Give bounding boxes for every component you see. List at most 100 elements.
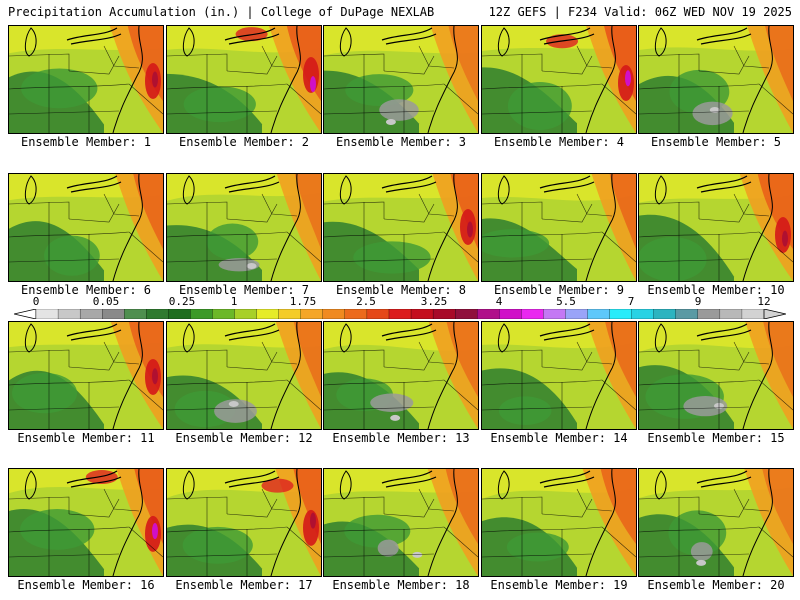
legend-tick-label: 1.75: [289, 295, 317, 308]
legend-tick-label: 0: [32, 295, 40, 308]
precipitation-map-image: [324, 26, 478, 133]
precipitation-map: [166, 25, 322, 134]
legend-color-swatch: [124, 309, 147, 319]
ensemble-member-caption: Ensemble Member: 14: [490, 431, 628, 445]
precipitation-map-image: [482, 469, 636, 576]
ensemble-member-caption: Ensemble Member: 9: [493, 283, 625, 297]
ensemble-member-caption: Ensemble Member: 11: [17, 431, 155, 445]
legend-color-swatch: [410, 309, 434, 319]
ensemble-member-caption: Ensemble Member: 12: [175, 431, 313, 445]
ensemble-member-caption: Ensemble Member: 16: [17, 578, 155, 592]
legend-bar: [14, 309, 786, 319]
ensemble-member-panel: Ensemble Member: 13: [323, 321, 483, 452]
legend-color-swatch: [146, 309, 169, 319]
legend-color-swatch: [388, 309, 412, 319]
ensemble-member-caption: Ensemble Member: 6: [20, 283, 152, 297]
ensemble-member-caption: Ensemble Member: 18: [332, 578, 470, 592]
precipitation-map-image: [482, 174, 636, 281]
legend-color-swatch: [256, 309, 280, 319]
precipitation-map: [8, 25, 164, 134]
ensemble-member-panel: Ensemble Member: 11: [8, 321, 168, 452]
legend-tick-label: 12: [757, 295, 771, 308]
precipitation-map-image: [324, 322, 478, 429]
ensemble-member-caption: Ensemble Member: 10: [647, 283, 785, 297]
precipitation-map: [481, 25, 637, 134]
legend-color-swatch: [653, 309, 677, 319]
ensemble-member-panel: Ensemble Member: 3: [323, 25, 483, 156]
legend-color-swatch: [587, 309, 611, 319]
precipitation-map-image: [639, 174, 793, 281]
precipitation-map: [481, 468, 637, 577]
legend-color-swatch: [300, 309, 324, 319]
precipitation-map-image: [639, 26, 793, 133]
precipitation-map-image: [9, 322, 163, 429]
ensemble-member-panel: Ensemble Member: 19: [481, 468, 641, 599]
precipitation-map: [638, 25, 794, 134]
legend-tick-label: 9: [694, 295, 702, 308]
precipitation-map: [166, 173, 322, 282]
legend-color-swatch: [102, 309, 125, 319]
legend-color-swatch: [366, 309, 390, 319]
precipitation-map-image: [324, 469, 478, 576]
legend-color-swatch: [190, 309, 213, 319]
ensemble-member-panel: Ensemble Member: 14: [481, 321, 641, 452]
ensemble-member-caption: Ensemble Member: 3: [335, 135, 467, 149]
legend-color-swatch: [631, 309, 655, 319]
ensemble-member-panel: Ensemble Member: 4: [481, 25, 641, 156]
legend-min-arrow: [14, 309, 37, 319]
ensemble-member-caption: Ensemble Member: 2: [178, 135, 310, 149]
legend-color-swatch: [35, 309, 59, 319]
legend-color-swatch: [477, 309, 500, 319]
precipitation-map: [638, 173, 794, 282]
precipitation-map: [8, 468, 164, 577]
legend-color-swatch: [543, 309, 566, 319]
legend-color-swatch: [322, 309, 346, 319]
legend-color-swatch: [432, 309, 456, 319]
ensemble-member-caption: Ensemble Member: 1: [20, 135, 152, 149]
ensemble-member-panel: Ensemble Member: 16: [8, 468, 168, 599]
map-title: Precipitation Accumulation (in.) | Colle…: [8, 5, 435, 19]
precipitation-map: [323, 468, 479, 577]
precipitation-map: [481, 321, 637, 430]
ensemble-member-caption: Ensemble Member: 17: [175, 578, 313, 592]
precipitation-map-image: [482, 322, 636, 429]
legend-tick-label: 2.5: [356, 295, 376, 308]
precipitation-map: [638, 468, 794, 577]
precipitation-map-image: [324, 174, 478, 281]
ensemble-member-panel: Ensemble Member: 5: [638, 25, 798, 156]
precipitation-map: [323, 25, 479, 134]
precipitation-map: [481, 173, 637, 282]
ensemble-member-caption: Ensemble Member: 7: [178, 283, 310, 297]
legend-color-swatch: [675, 309, 699, 319]
precipitation-map: [8, 321, 164, 430]
precipitation-map-image: [9, 174, 163, 281]
precipitation-map-image: [167, 26, 321, 133]
ensemble-member-caption: Ensemble Member: 19: [490, 578, 628, 592]
precipitation-map-image: [482, 26, 636, 133]
legend-color-swatch: [499, 309, 522, 319]
legend-max-arrow: [763, 309, 786, 319]
precipitation-map-image: [167, 322, 321, 429]
legend-color-swatch: [212, 309, 235, 319]
ensemble-member-panel: Ensemble Member: 17: [166, 468, 326, 599]
legend-tick-label: 1: [230, 295, 238, 308]
ensemble-member-caption: Ensemble Member: 5: [650, 135, 782, 149]
legend-tick-label: 3.25: [420, 295, 448, 308]
precipitation-map: [323, 321, 479, 430]
legend-tick-label: 7: [627, 295, 635, 308]
ensemble-member-panel: Ensemble Member: 1: [8, 25, 168, 156]
run-info: 12Z GEFS | F234 Valid: 06Z WED NOV 19 20…: [488, 5, 792, 19]
precipitation-map: [166, 468, 322, 577]
ensemble-member-panel: Ensemble Member: 18: [323, 468, 483, 599]
legend-color-swatch: [455, 309, 478, 319]
precipitation-map-image: [167, 174, 321, 281]
legend-color-swatch: [234, 309, 258, 319]
precipitation-map-image: [639, 469, 793, 576]
ensemble-member-panel: Ensemble Member: 9: [481, 173, 641, 304]
ensemble-member-caption: Ensemble Member: 8: [335, 283, 467, 297]
ensemble-member-panel: Ensemble Member: 15: [638, 321, 798, 452]
precipitation-map: [8, 173, 164, 282]
precipitation-map: [323, 173, 479, 282]
precipitation-map-image: [639, 322, 793, 429]
precipitation-map-image: [9, 469, 163, 576]
